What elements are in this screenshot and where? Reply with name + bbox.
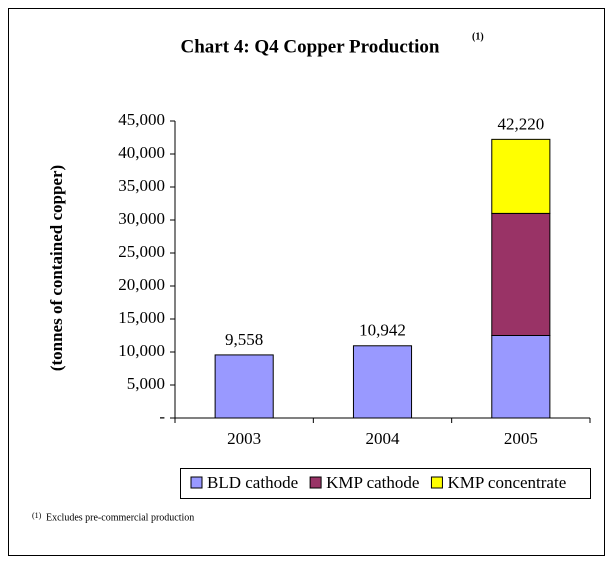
y-tick-label: 5,000 [127,374,165,393]
x-tick-label: 2004 [366,429,401,448]
bar-segment [352,345,413,419]
bar-segment [491,335,551,419]
legend-label: KMP concentrate [447,473,566,492]
footnote-marker: (1) [32,511,42,520]
y-axis-label: (tonnes of contained copper) [47,165,66,371]
total-label: 42,220 [497,114,544,133]
legend-swatch [309,476,322,489]
y-tick-label: 10,000 [118,341,165,360]
total-label: 9,558 [225,330,263,349]
y-tick-label: 45,000 [118,110,165,129]
y-tick-label: 15,000 [118,308,165,327]
y-tick-label: 25,000 [118,242,165,261]
legend-swatch [190,476,203,489]
bar-segment [214,354,274,419]
title-superscript: (1) [472,31,484,42]
y-tick-label: 35,000 [118,176,165,195]
y-tick-label: 40,000 [118,143,165,162]
chart-title: Chart 4: Q4 Copper Production [181,36,440,57]
x-tick-label: 2003 [227,429,261,448]
legend-box [180,468,591,499]
total-label: 10,942 [359,321,406,340]
legend-swatch [430,476,443,489]
footnote: Excludes pre-commercial production [46,512,194,523]
legend-label: KMP cathode [326,473,419,492]
y-tick-label: 30,000 [118,209,165,228]
bar-segment [491,138,551,214]
y-tick-label: - [159,407,165,426]
legend-label: BLD cathode [207,473,298,492]
y-tick-label: 20,000 [118,275,165,294]
bar-segment [491,212,551,336]
x-tick-label: 2005 [504,429,538,448]
